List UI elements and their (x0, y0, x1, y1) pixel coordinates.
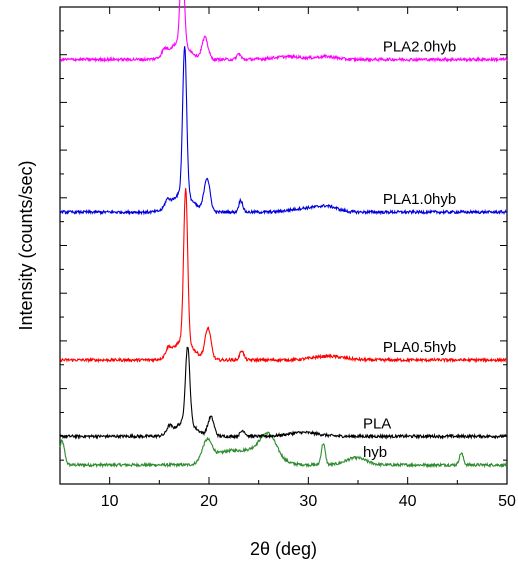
series-line-pla0-5hyb (59, 188, 508, 364)
plot-border (59, 6, 508, 485)
x-axis-tick-labels: 10 20 30 40 50 (101, 493, 516, 510)
x-tick-label: 30 (299, 493, 317, 510)
series-label: PLA0.5hyb (383, 339, 456, 356)
x-tick-label: 50 (498, 493, 516, 510)
series-line-pla2-0hyb (59, 0, 508, 63)
series-label: PLA2.0hyb (383, 38, 456, 55)
series-label: hyb (363, 444, 387, 461)
x-axis-ticks (59, 7, 508, 484)
series-label: PLA (363, 415, 391, 432)
series-lines (59, 0, 508, 469)
series-label: PLA1.0hyb (383, 191, 456, 208)
y-axis-label: Intensity (counts/sec) (16, 160, 36, 330)
y-axis-ticks (60, 30, 507, 461)
series-line-pla (59, 346, 508, 440)
x-axis-label: 2θ (deg) (250, 539, 317, 559)
x-tick-label: 10 (101, 493, 119, 510)
series-line-hyb (59, 431, 508, 469)
x-tick-label: 20 (200, 493, 218, 510)
series-line-pla1-0hyb (59, 46, 508, 216)
x-tick-label: 40 (399, 493, 417, 510)
plot-frame (59, 6, 508, 485)
series-annotations: PLA2.0hyb PLA1.0hyb PLA0.5hyb PLA hyb (363, 38, 456, 460)
